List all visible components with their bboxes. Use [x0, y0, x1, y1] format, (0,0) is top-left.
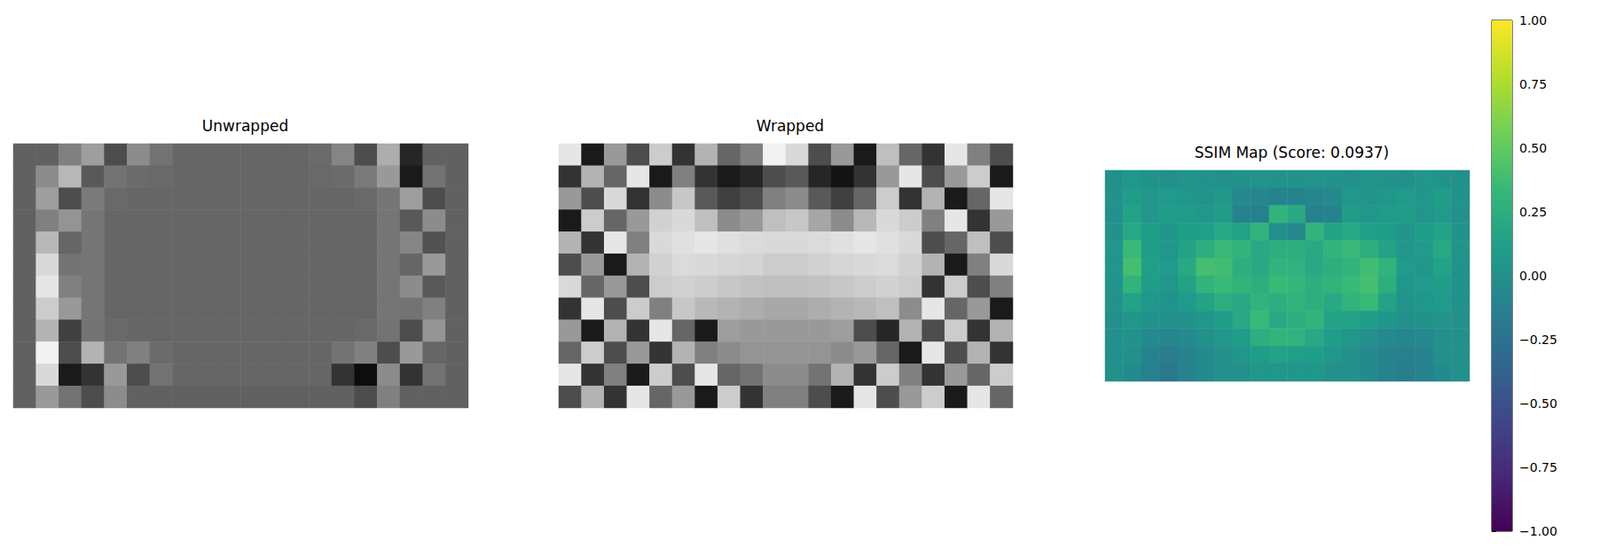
svg-text:Unwrapped: Unwrapped: [202, 117, 289, 135]
svg-text:0.25: 0.25: [1519, 204, 1547, 220]
svg-text:0.50: 0.50: [1519, 141, 1547, 156]
svg-text:−0.25: −0.25: [1519, 332, 1558, 347]
svg-text:−0.50: −0.50: [1519, 396, 1558, 411]
svg-text:Wrapped: Wrapped: [756, 117, 824, 135]
svg-text:0.75: 0.75: [1519, 77, 1547, 92]
svg-text:0.00: 0.00: [1519, 268, 1547, 283]
svg-text:−0.75: −0.75: [1519, 460, 1558, 475]
svg-text:SSIM Map (Score: 0.0937): SSIM Map (Score: 0.0937): [1194, 143, 1389, 162]
svg-text:1.00: 1.00: [1519, 13, 1547, 28]
svg-text:−1.00: −1.00: [1519, 524, 1558, 539]
